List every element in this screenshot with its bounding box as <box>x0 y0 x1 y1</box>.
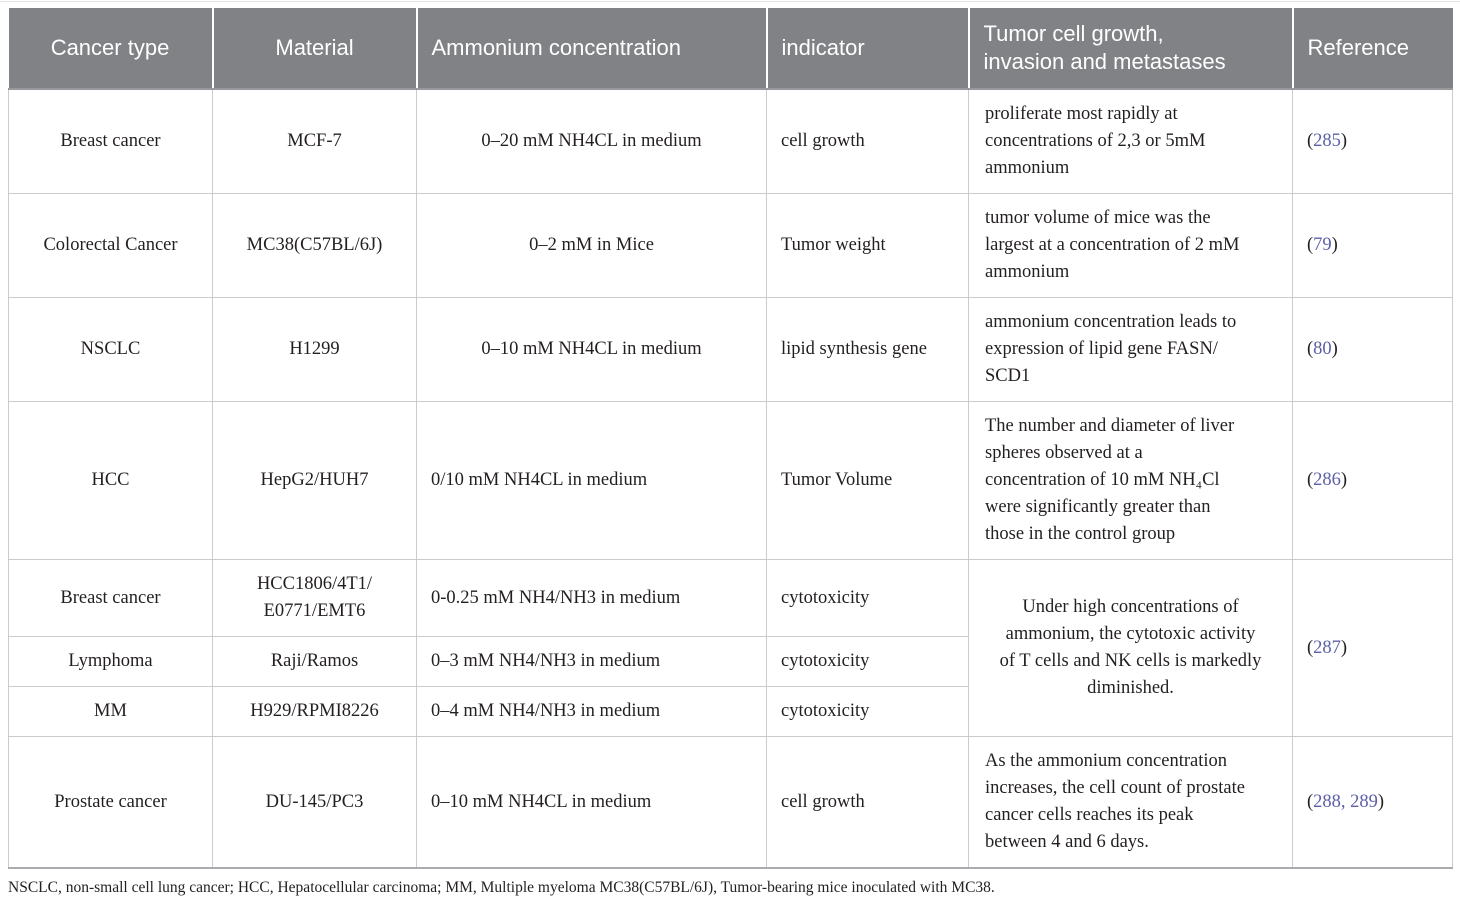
reference-link-287[interactable]: 287 <box>1313 637 1341 658</box>
column-header-indicator: indicator <box>766 8 970 90</box>
cell-growth: As the ammonium concentration increases,… <box>968 736 1293 869</box>
table-header: Cancer type Material Ammonium concentratio… <box>8 8 1453 90</box>
cell-indicator: cell growth <box>766 88 969 194</box>
ammonium-cancer-table: Cancer type Material Ammonium concentratio… <box>8 8 1453 869</box>
reference-paren-open: ( <box>1307 131 1314 151</box>
cell-cancer-type: HCC <box>8 401 213 560</box>
reference-paren-open: ( <box>1307 235 1314 255</box>
cell-material: HCC1806/4T1/ E0771/EMT6 <box>212 559 417 637</box>
cell-cancer-type: MM <box>8 686 213 737</box>
cell-material: MC38(C57BL/6J) <box>212 193 417 298</box>
cell-reference: (285) <box>1292 88 1453 194</box>
reference-separator: , <box>1340 791 1351 812</box>
reference-paren-close: ) <box>1340 637 1348 658</box>
column-header-ammonium-concentration: Ammonium concentration <box>416 8 768 90</box>
cell-indicator: lipid synthesis gene <box>766 297 969 402</box>
column-header-tumor-cell-growth-invasion-and-metastases: Tumor cell growth, invasion and metastas… <box>968 8 1294 90</box>
table-row: Breast cancer HCC1806/4T1/ E0771/EMT6 0-0.… <box>8 559 1453 737</box>
reference-paren-open: ( <box>1307 637 1314 658</box>
cell-reference: (80) <box>1292 297 1453 402</box>
cell-reference: (286) <box>1292 401 1453 560</box>
reference-paren-close: ) <box>1331 235 1338 255</box>
table-row: Prostate cancer DU-145/PC3 0–10 mM NH4CL i… <box>8 736 1453 869</box>
cell-cancer-type: Breast cancer <box>8 88 213 194</box>
cell-cancer-type: Lymphoma <box>8 636 213 687</box>
header-row: Cancer type Material Ammonium concentratio… <box>8 8 1453 90</box>
cell-concentration: 0/10 mM NH4CL in medium <box>416 401 767 560</box>
cell-cancer-type: Colorectal Cancer <box>8 193 213 298</box>
cell-indicator: cell growth <box>766 736 969 869</box>
cell-indicator: cytotoxicity <box>766 559 969 637</box>
reference-link-286[interactable]: 286 <box>1313 470 1341 490</box>
reference-link-288[interactable]: 288 <box>1313 791 1341 812</box>
cell-reference: (287) <box>1292 559 1453 737</box>
cell-growth: Under high concentrations of ammonium, t… <box>968 559 1293 737</box>
cell-reference: (79) <box>1292 193 1453 298</box>
cell-concentration: 0–4 mM NH4/NH3 in medium <box>416 686 767 737</box>
table-row: NSCLC H1299 0–10 mM NH4CL in medium lipid s… <box>8 297 1453 402</box>
reference-paren-close: ) <box>1340 470 1348 490</box>
cell-indicator: Tumor weight <box>766 193 969 298</box>
reference-link-80[interactable]: 80 <box>1313 339 1332 359</box>
cell-material: DU-145/PC3 <box>212 736 417 869</box>
cell-concentration: 0–10 mM NH4CL in medium <box>416 297 767 402</box>
table-row: MM H929/RPMI8226 0–4 mM NH4/NH3 in medium c… <box>8 686 1453 737</box>
cell-growth: The number and diameter of liver spheres… <box>968 401 1293 560</box>
table-footnote: NSCLC, non-small cell lung cancer; HCC, … <box>8 879 995 896</box>
cell-material: H929/RPMI8226 <box>212 686 417 737</box>
reference-paren-close: ) <box>1377 791 1385 812</box>
cell-growth: ammonium concentration leads to expressi… <box>968 297 1293 402</box>
reference-paren-open: ( <box>1307 791 1314 812</box>
cell-indicator: Tumor Volume <box>766 401 969 560</box>
cell-indicator: cytotoxicity <box>766 686 969 737</box>
cell-material: Raji/Ramos <box>212 636 417 687</box>
cell-reference: (288, 289) <box>1292 736 1453 869</box>
column-header-reference: Reference <box>1292 8 1453 90</box>
cell-concentration: 0–10 mM NH4CL in medium <box>416 736 767 869</box>
cell-material: HepG2/HUH7 <box>212 401 417 560</box>
reference-paren-close: ) <box>1340 131 1348 151</box>
table-row: Colorectal Cancer MC38(C57BL/6J) 0–2 mM in… <box>8 193 1453 298</box>
reference-paren-open: ( <box>1307 339 1314 359</box>
cell-material: MCF-7 <box>212 88 417 194</box>
table-row: HCC HepG2/HUH7 0/10 mM NH4CL in medium Tumo… <box>8 401 1453 560</box>
cell-concentration: 0–2 mM in Mice <box>416 193 767 298</box>
column-header-cancer-type: Cancer type <box>8 8 214 90</box>
cell-cancer-type: NSCLC <box>8 297 213 402</box>
table-row: Lymphoma Raji/Ramos 0–3 mM NH4/NH3 in medi… <box>8 636 1453 687</box>
reference-link-79[interactable]: 79 <box>1313 235 1332 255</box>
cell-cancer-type: Prostate cancer <box>8 736 213 869</box>
column-header-material: Material <box>212 8 418 90</box>
reference-link-285[interactable]: 285 <box>1313 131 1341 151</box>
reference-paren-close: ) <box>1331 339 1338 359</box>
cell-indicator: cytotoxicity <box>766 636 969 687</box>
cell-concentration: 0–3 mM NH4/NH3 in medium <box>416 636 767 687</box>
cell-material: H1299 <box>212 297 417 402</box>
table-body: Breast cancer MCF-7 0–20 mM NH4CL in mediu… <box>8 88 1453 869</box>
cell-growth: proliferate most rapidly at concentratio… <box>968 88 1293 194</box>
cell-concentration: 0–20 mM NH4CL in medium <box>416 88 767 194</box>
cell-concentration: 0-0.25 mM NH4/NH3 in medium <box>416 559 767 637</box>
reference-paren-open: ( <box>1307 470 1314 490</box>
cell-cancer-type: Breast cancer <box>8 559 213 637</box>
table-row: Breast cancer MCF-7 0–20 mM NH4CL in mediu… <box>8 88 1453 194</box>
cell-growth: tumor volume of mice was the largest at … <box>968 193 1293 298</box>
reference-link-289[interactable]: 289 <box>1350 791 1378 812</box>
